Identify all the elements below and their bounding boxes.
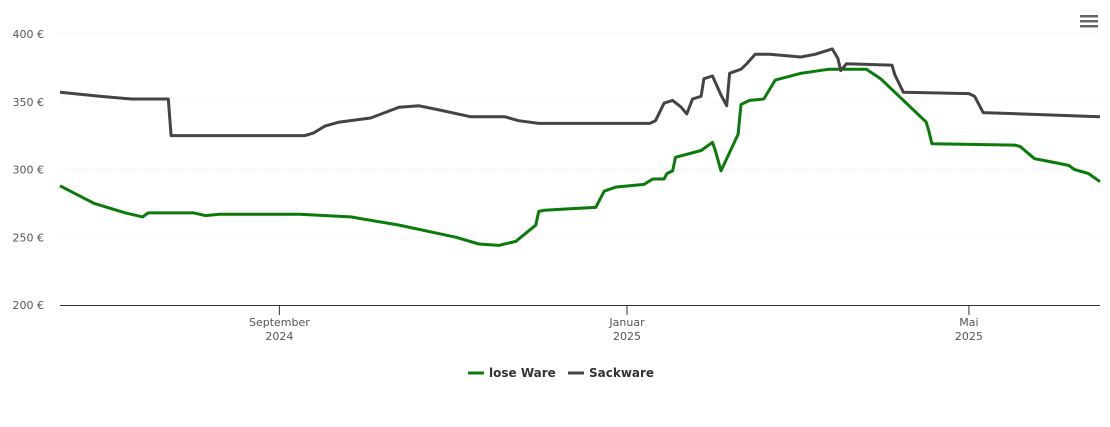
series-line xyxy=(59,47,1101,138)
x-tick-label: 2025 xyxy=(955,330,983,343)
y-tick-label: 400 € xyxy=(13,28,45,41)
y-tick-label: 200 € xyxy=(13,299,45,312)
y-tick-label: 300 € xyxy=(13,164,45,177)
menu-button[interactable] xyxy=(1080,15,1098,28)
legend: lose Ware Sackware xyxy=(468,366,654,380)
x-tick-label: September xyxy=(249,316,310,329)
x-tick-label: 2025 xyxy=(613,330,641,343)
y-tick-label: 350 € xyxy=(13,96,45,109)
x-tick-label: 2024 xyxy=(265,330,293,343)
menu-bar xyxy=(1080,20,1098,23)
series-line xyxy=(59,67,1101,247)
legend-label: Sackware xyxy=(589,366,654,380)
menu-bar xyxy=(1080,25,1098,28)
legend-item[interactable]: lose Ware xyxy=(468,366,556,380)
x-tick-label: Mai xyxy=(959,316,978,329)
menu-bar xyxy=(1080,15,1098,18)
x-tick-label: Januar xyxy=(608,316,645,329)
legend-label: lose Ware xyxy=(489,366,556,380)
y-tick-label: 250 € xyxy=(13,231,45,244)
legend-item[interactable]: Sackware xyxy=(568,366,654,380)
